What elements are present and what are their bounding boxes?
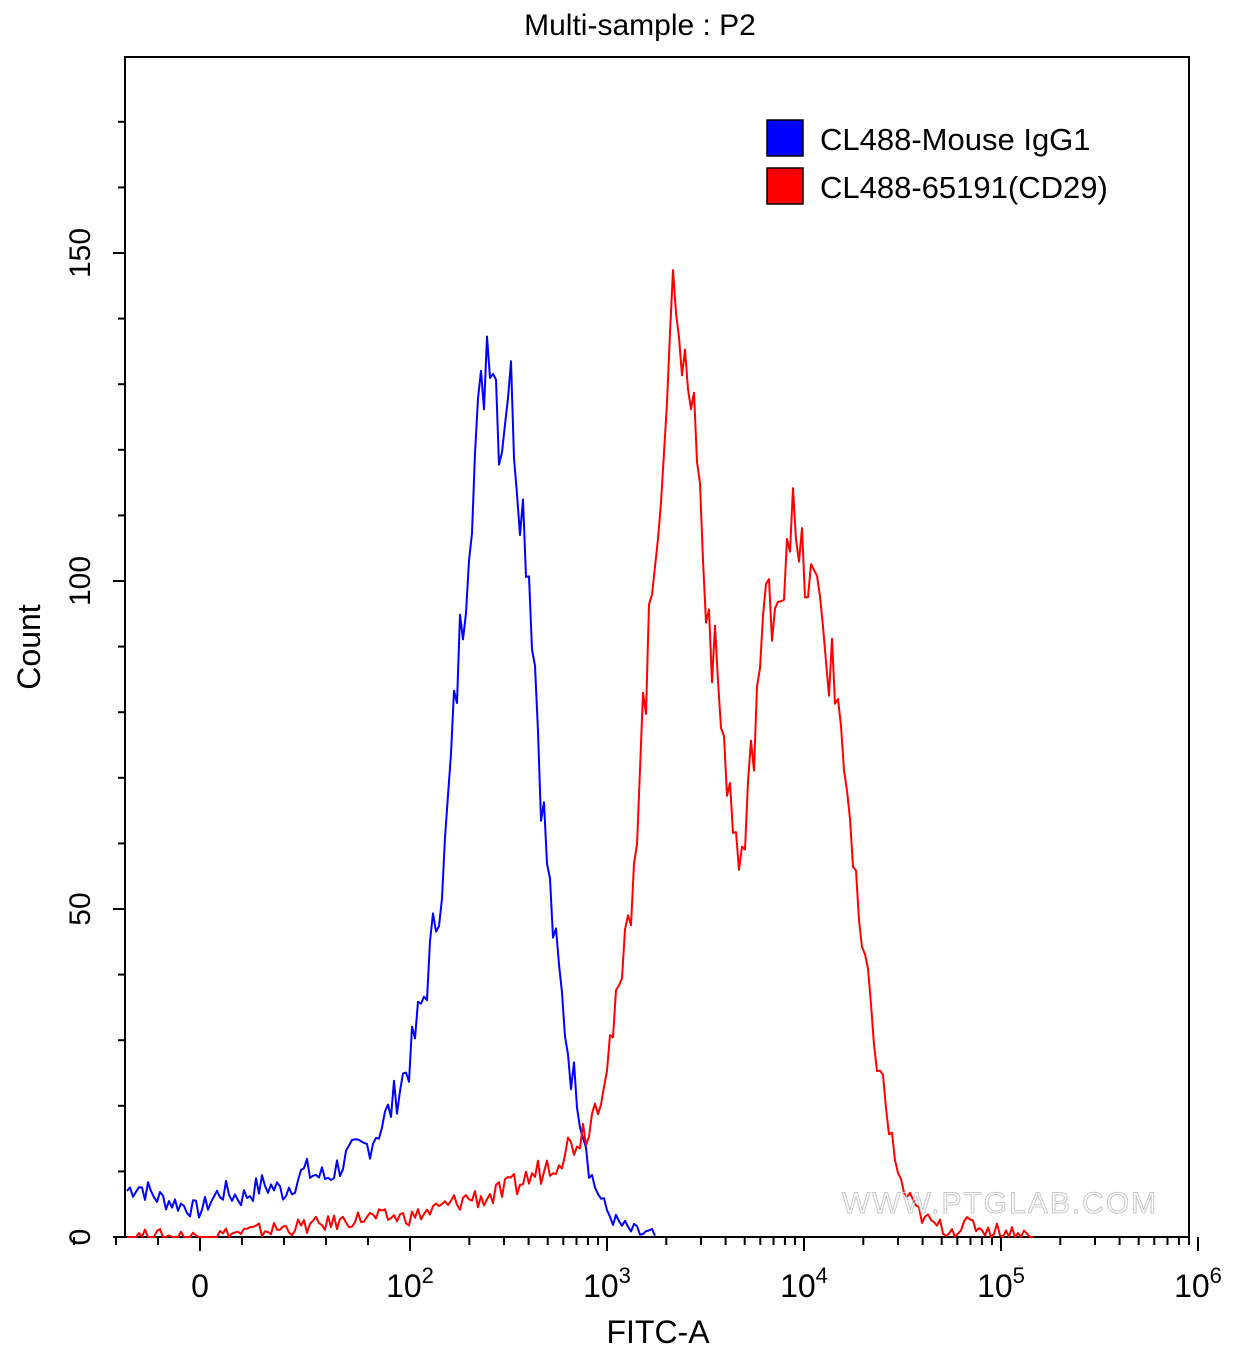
legend-label: CL488-Mouse IgG1 — [820, 122, 1091, 157]
x-tick-label: 106 — [1174, 1263, 1222, 1304]
plot-frame — [124, 56, 1190, 1238]
chart-title: Multi-sample : P2 — [524, 9, 756, 42]
y-tick-label: 50 — [64, 892, 97, 925]
legend-swatch — [766, 167, 804, 205]
series-line-1 — [126, 335, 656, 1237]
series-line-2 — [127, 269, 1033, 1238]
y-tick-label: 100 — [64, 556, 97, 606]
y-tick-label: 150 — [64, 228, 97, 278]
x-tick-label: 105 — [977, 1263, 1025, 1304]
legend-swatch — [766, 119, 804, 157]
legend: CL488-Mouse IgG1 CL488-65191(CD29) — [766, 119, 1108, 205]
x-axis: 0 102 103 104 105 106 — [73, 1237, 1222, 1304]
y-tick-label: 0 — [64, 1229, 97, 1246]
series-layer — [126, 269, 1033, 1238]
legend-label: CL488-65191(CD29) — [820, 170, 1108, 205]
y-axis-label: Count — [11, 604, 47, 690]
x-tick-label: 0 — [191, 1268, 209, 1304]
y-axis: 0 50 100 150 — [64, 120, 125, 1246]
x-axis-label: FITC-A — [606, 1314, 710, 1350]
x-tick-label: 103 — [583, 1263, 631, 1304]
x-tick-label: 104 — [780, 1263, 828, 1304]
x-tick-label: 102 — [386, 1263, 434, 1304]
watermark: WWW.PTGLAB.COM — [842, 1187, 1158, 1220]
